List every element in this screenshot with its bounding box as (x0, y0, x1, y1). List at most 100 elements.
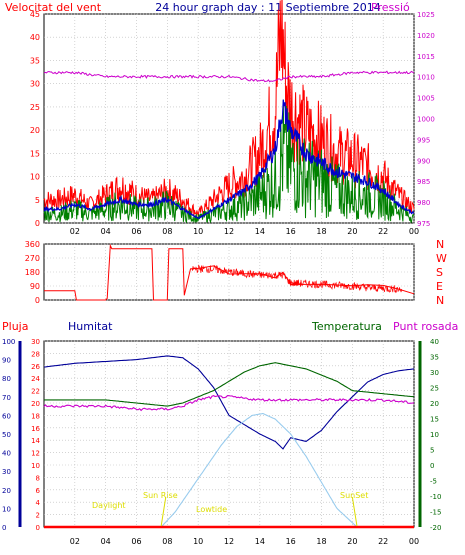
temperature-y-tick: 15 (430, 416, 439, 424)
rain-y-tick: 26 (31, 363, 40, 371)
climate-x-tick: 12 (224, 537, 234, 546)
sunset-marker (351, 496, 358, 527)
rain-y-tick: 30 (31, 338, 40, 346)
humidity-y-tick: 40 (2, 450, 11, 458)
rain-label: Pluja (2, 320, 28, 333)
temperature-y-tick: -20 (430, 524, 441, 532)
temperature-y-tick: 30 (430, 369, 439, 377)
rain-y-tick: 14 (31, 437, 40, 445)
graph-date-title: 24 hour graph day : 11 Septiembre 2014 (155, 1, 380, 14)
humidity-y-tick: 50 (2, 431, 11, 439)
humidity-y-tick: 60 (2, 412, 11, 420)
direction-y-tick: 0 (35, 296, 40, 305)
direction-y-tick: 270 (25, 254, 40, 263)
rain-y-tick: 16 (31, 425, 40, 433)
wind-speed-title: Velocitat del vent (5, 1, 102, 14)
wind-x-tick: 04 (101, 227, 111, 236)
rain-y-tick: 24 (31, 375, 40, 383)
wind-y-tick: 30 (30, 80, 40, 89)
wind-y-tick: 10 (30, 173, 40, 182)
sunrise-marker (160, 496, 167, 527)
temperature-y-tick: -5 (430, 478, 437, 486)
dewpoint-label: Punt rosada (393, 320, 458, 333)
humidity-label: Humitat (68, 320, 113, 333)
wind-direction-series (44, 243, 415, 301)
wind-x-tick: 08 (162, 227, 172, 236)
temperature-y-tick: 20 (430, 400, 439, 408)
pressure-y-tick: 1025 (417, 11, 435, 19)
climate-x-tick: 02 (70, 537, 80, 546)
wind-x-tick: 14 (255, 227, 265, 236)
pressure-y-tick: 985 (417, 178, 430, 186)
rain-y-tick: 2 (36, 512, 40, 520)
compass-label: N (436, 294, 444, 307)
wind-x-tick: 16 (286, 227, 296, 236)
wind-y-tick: 25 (30, 103, 40, 112)
wind-y-tick: 0 (35, 219, 40, 228)
lowtide-label: Lowtide (196, 505, 227, 514)
pressure-y-tick: 1020 (417, 32, 435, 40)
temperature-y-tick: 25 (430, 385, 439, 393)
wind-x-tick: 00 (409, 227, 419, 236)
temperature-y-tick: -15 (430, 509, 441, 517)
climate-x-tick: 16 (286, 537, 296, 546)
wind-y-tick: 40 (30, 33, 40, 42)
rain-y-tick: 6 (36, 487, 41, 495)
climate-x-tick: 08 (162, 537, 172, 546)
solar-series (160, 413, 358, 528)
compass-label: N (436, 238, 444, 251)
rain-y-tick: 0 (36, 524, 40, 532)
compass-label: E (436, 280, 443, 293)
wind-average-series (43, 99, 415, 220)
rain-y-tick: 8 (36, 474, 40, 482)
pressure-series (43, 70, 415, 83)
climate-x-tick: 06 (131, 537, 141, 546)
rain-y-tick: 18 (31, 412, 40, 420)
temperature-label: Temperatura (311, 320, 382, 333)
temperature-y-tick: 40 (430, 338, 439, 346)
rain-y-tick: 10 (31, 462, 40, 470)
pressure-y-tick: 990 (417, 157, 430, 165)
pressure-y-tick: 1015 (417, 53, 435, 61)
wind-x-tick: 20 (347, 227, 357, 236)
humidity-series (43, 355, 415, 450)
dewpoint-series (43, 394, 415, 412)
wind-y-tick: 45 (30, 10, 40, 19)
sunset-label: SunSet (340, 491, 368, 500)
compass-label: S (436, 266, 443, 279)
daylight-label: Daylight (92, 501, 126, 510)
climate-x-tick: 00 (409, 537, 419, 546)
wind-y-tick: 35 (30, 56, 40, 65)
direction-y-tick: 180 (25, 268, 40, 277)
wind-x-tick: 06 (131, 227, 141, 236)
climate-x-tick: 14 (255, 537, 265, 546)
climate-x-tick: 04 (101, 537, 111, 546)
wind-y-tick: 20 (30, 126, 40, 135)
wind-x-tick: 18 (316, 227, 326, 236)
sunrise-label: Sun Rise (143, 491, 178, 500)
chart-marks: 0510152025303540459759809859909951000100… (2, 0, 447, 546)
pressure-y-tick: 975 (417, 220, 430, 228)
humidity-y-tick: 80 (2, 375, 11, 383)
wind-x-tick: 02 (70, 227, 80, 236)
temperature-y-tick: 5 (430, 447, 434, 455)
temperature-series (44, 362, 415, 407)
direction-y-tick: 360 (25, 240, 40, 249)
climate-x-tick: 20 (347, 537, 357, 546)
temperature-y-tick: 0 (430, 462, 434, 470)
rain-y-tick: 20 (31, 400, 40, 408)
climate-x-tick: 22 (378, 537, 388, 546)
humidity-y-tick: 30 (2, 468, 11, 476)
humidity-y-tick: 70 (2, 394, 11, 402)
humidity-y-tick: 100 (2, 338, 15, 346)
humidity-y-tick: 0 (2, 524, 6, 532)
temperature-y-tick: 10 (430, 431, 439, 439)
temperature-y-tick: 35 (430, 354, 439, 362)
pressure-y-tick: 1000 (417, 116, 435, 124)
wind-x-tick: 10 (193, 227, 203, 236)
wind-y-tick: 15 (30, 149, 40, 158)
wind-x-tick: 22 (378, 227, 388, 236)
pressure-y-tick: 1010 (417, 74, 435, 82)
